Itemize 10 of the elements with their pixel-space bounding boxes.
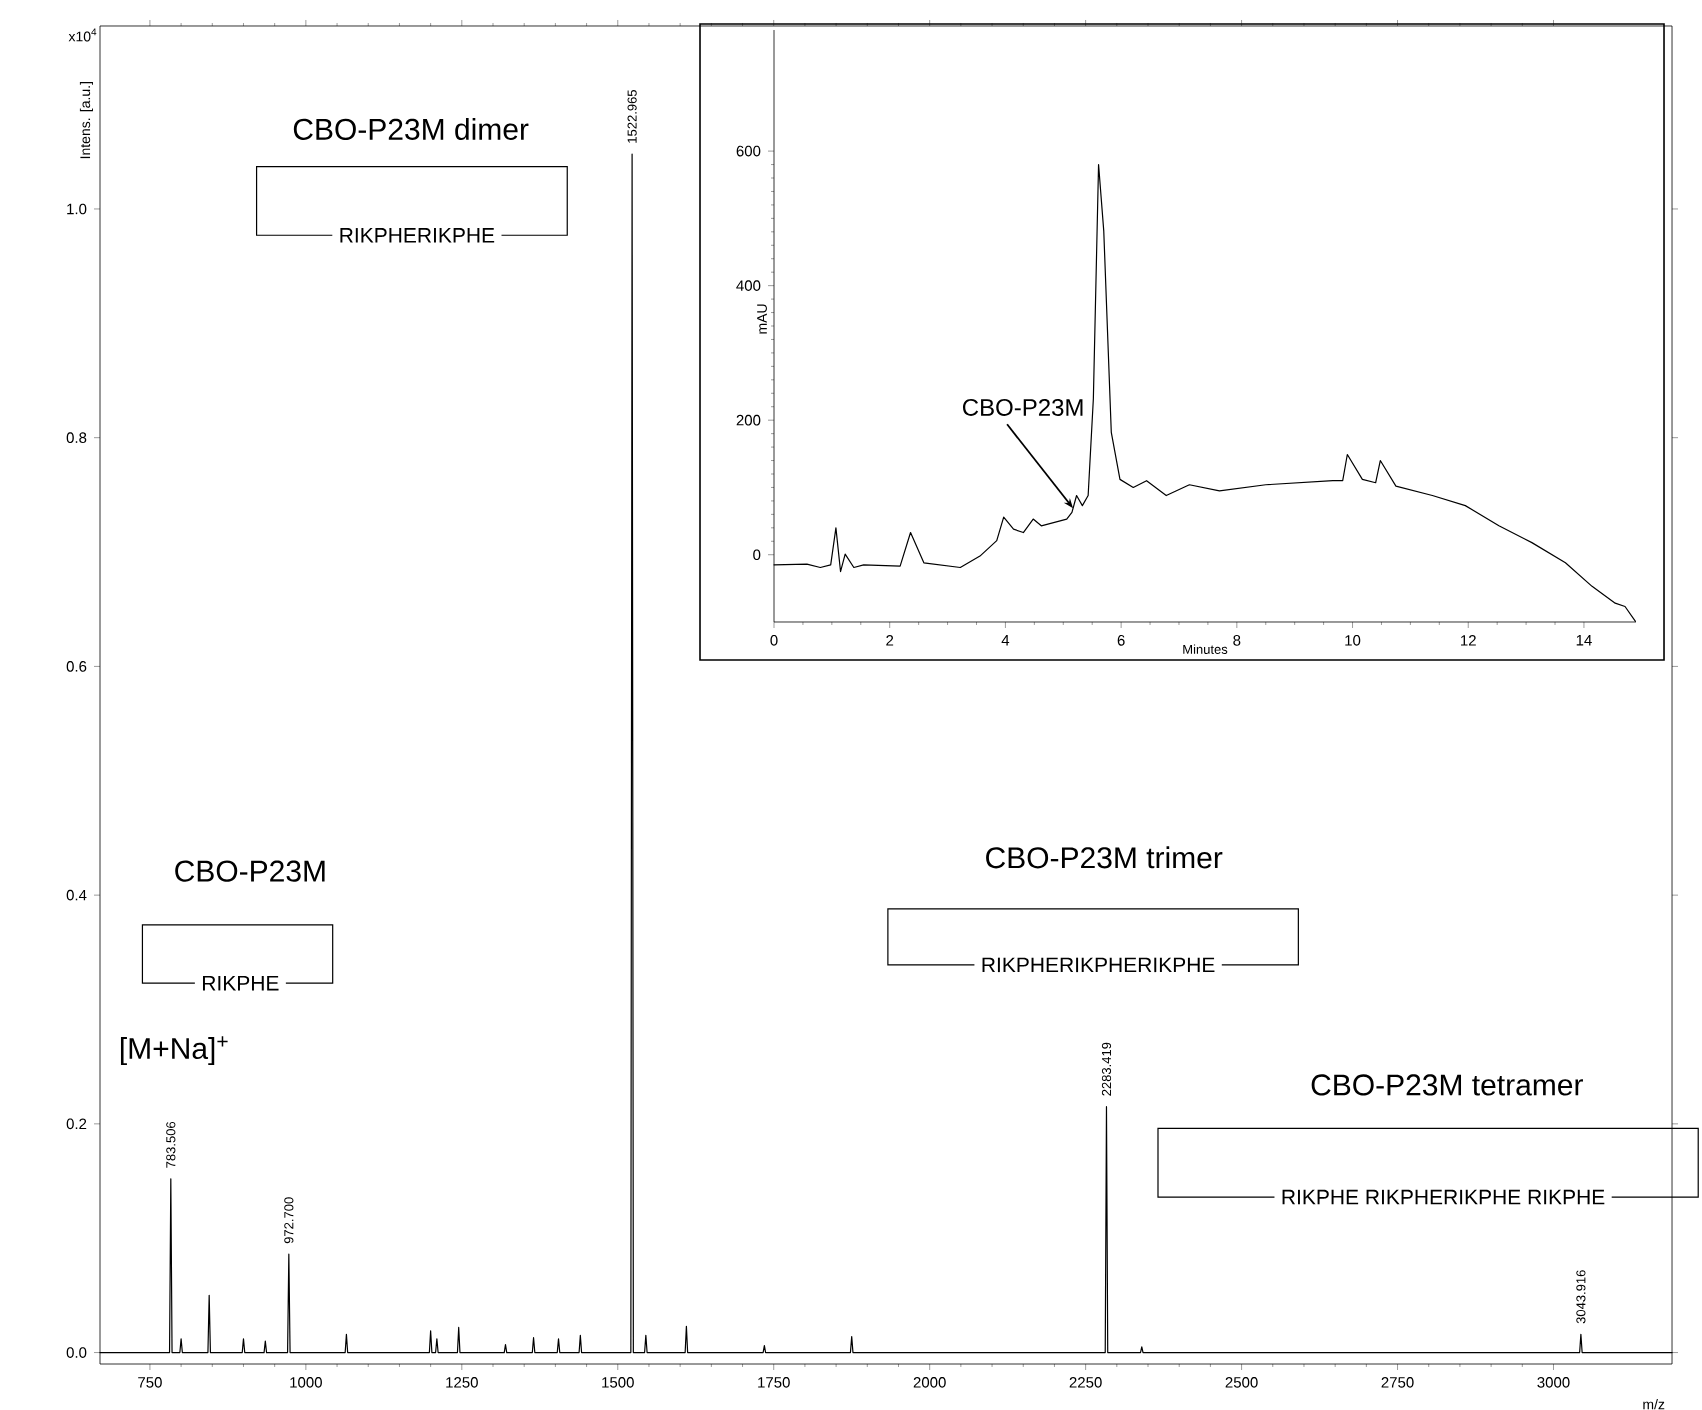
annotation: CBO-P23M trimer [986, 846, 1223, 869]
annotation: CBO-P23M [175, 860, 325, 882]
annotation: RIKPHE RIKPHERIKPHE RIKPHE [1282, 1189, 1605, 1205]
annotation: RIKPHE [203, 975, 279, 991]
annotation: RIKPHERIKPHERIKPHE [982, 957, 1215, 973]
annotation: CBO-P23M dimer [293, 117, 529, 140]
annotation: CBO-P23M [962, 398, 1083, 416]
annotation: RIKPHERIKPHE [340, 228, 495, 243]
annotation: CBO-P23M tetramer [1311, 1074, 1583, 1096]
annotation: [M+Na]$^{+}$ [120, 1036, 228, 1066]
